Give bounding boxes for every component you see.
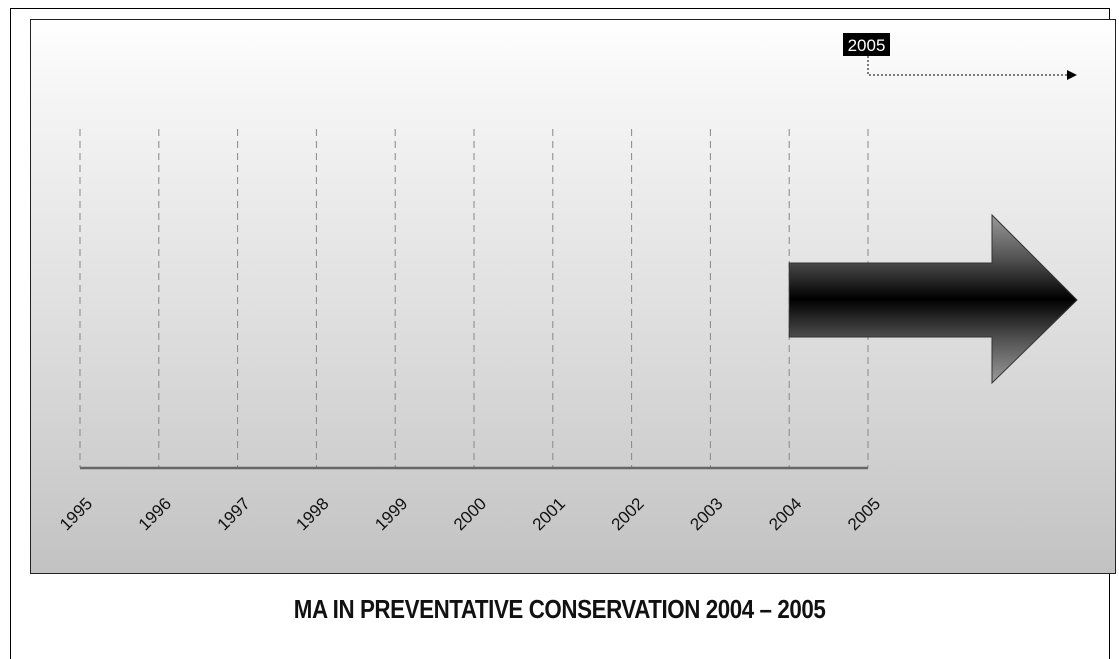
year-label-2005: 2005 <box>844 494 884 534</box>
year-label-2004: 2004 <box>765 494 805 534</box>
year-label-2001: 2001 <box>529 494 569 534</box>
year-badge <box>843 33 890 56</box>
year-label-1999: 1999 <box>371 494 411 534</box>
timeline-diagram: 1995 1996 1997 1998 1999 2000 2001 2002 2003 2004… <box>56 33 1078 534</box>
year-label-2000: 2000 <box>450 494 490 534</box>
diagram-caption: MA IN PREVENTATIVE CONSERVATION 2004 – 2… <box>293 594 826 624</box>
badge-marker: 2005 <box>843 33 1077 80</box>
year-label-1997: 1997 <box>214 494 254 534</box>
year-guide-lines <box>79 129 869 468</box>
arrowhead-icon <box>1067 70 1077 80</box>
programme-arrow <box>788 213 1078 385</box>
year-label-1998: 1998 <box>292 494 332 534</box>
badge-connector <box>867 56 1067 76</box>
year-label-2002: 2002 <box>608 494 648 534</box>
year-badge-label: 2005 <box>848 36 886 55</box>
year-label-1995: 1995 <box>56 494 96 534</box>
year-labels: 1995 1996 1997 1998 1999 2000 2001 2002 2003 2004… <box>56 494 884 534</box>
year-label-2003: 2003 <box>686 494 726 534</box>
year-label-1996: 1996 <box>135 494 175 534</box>
